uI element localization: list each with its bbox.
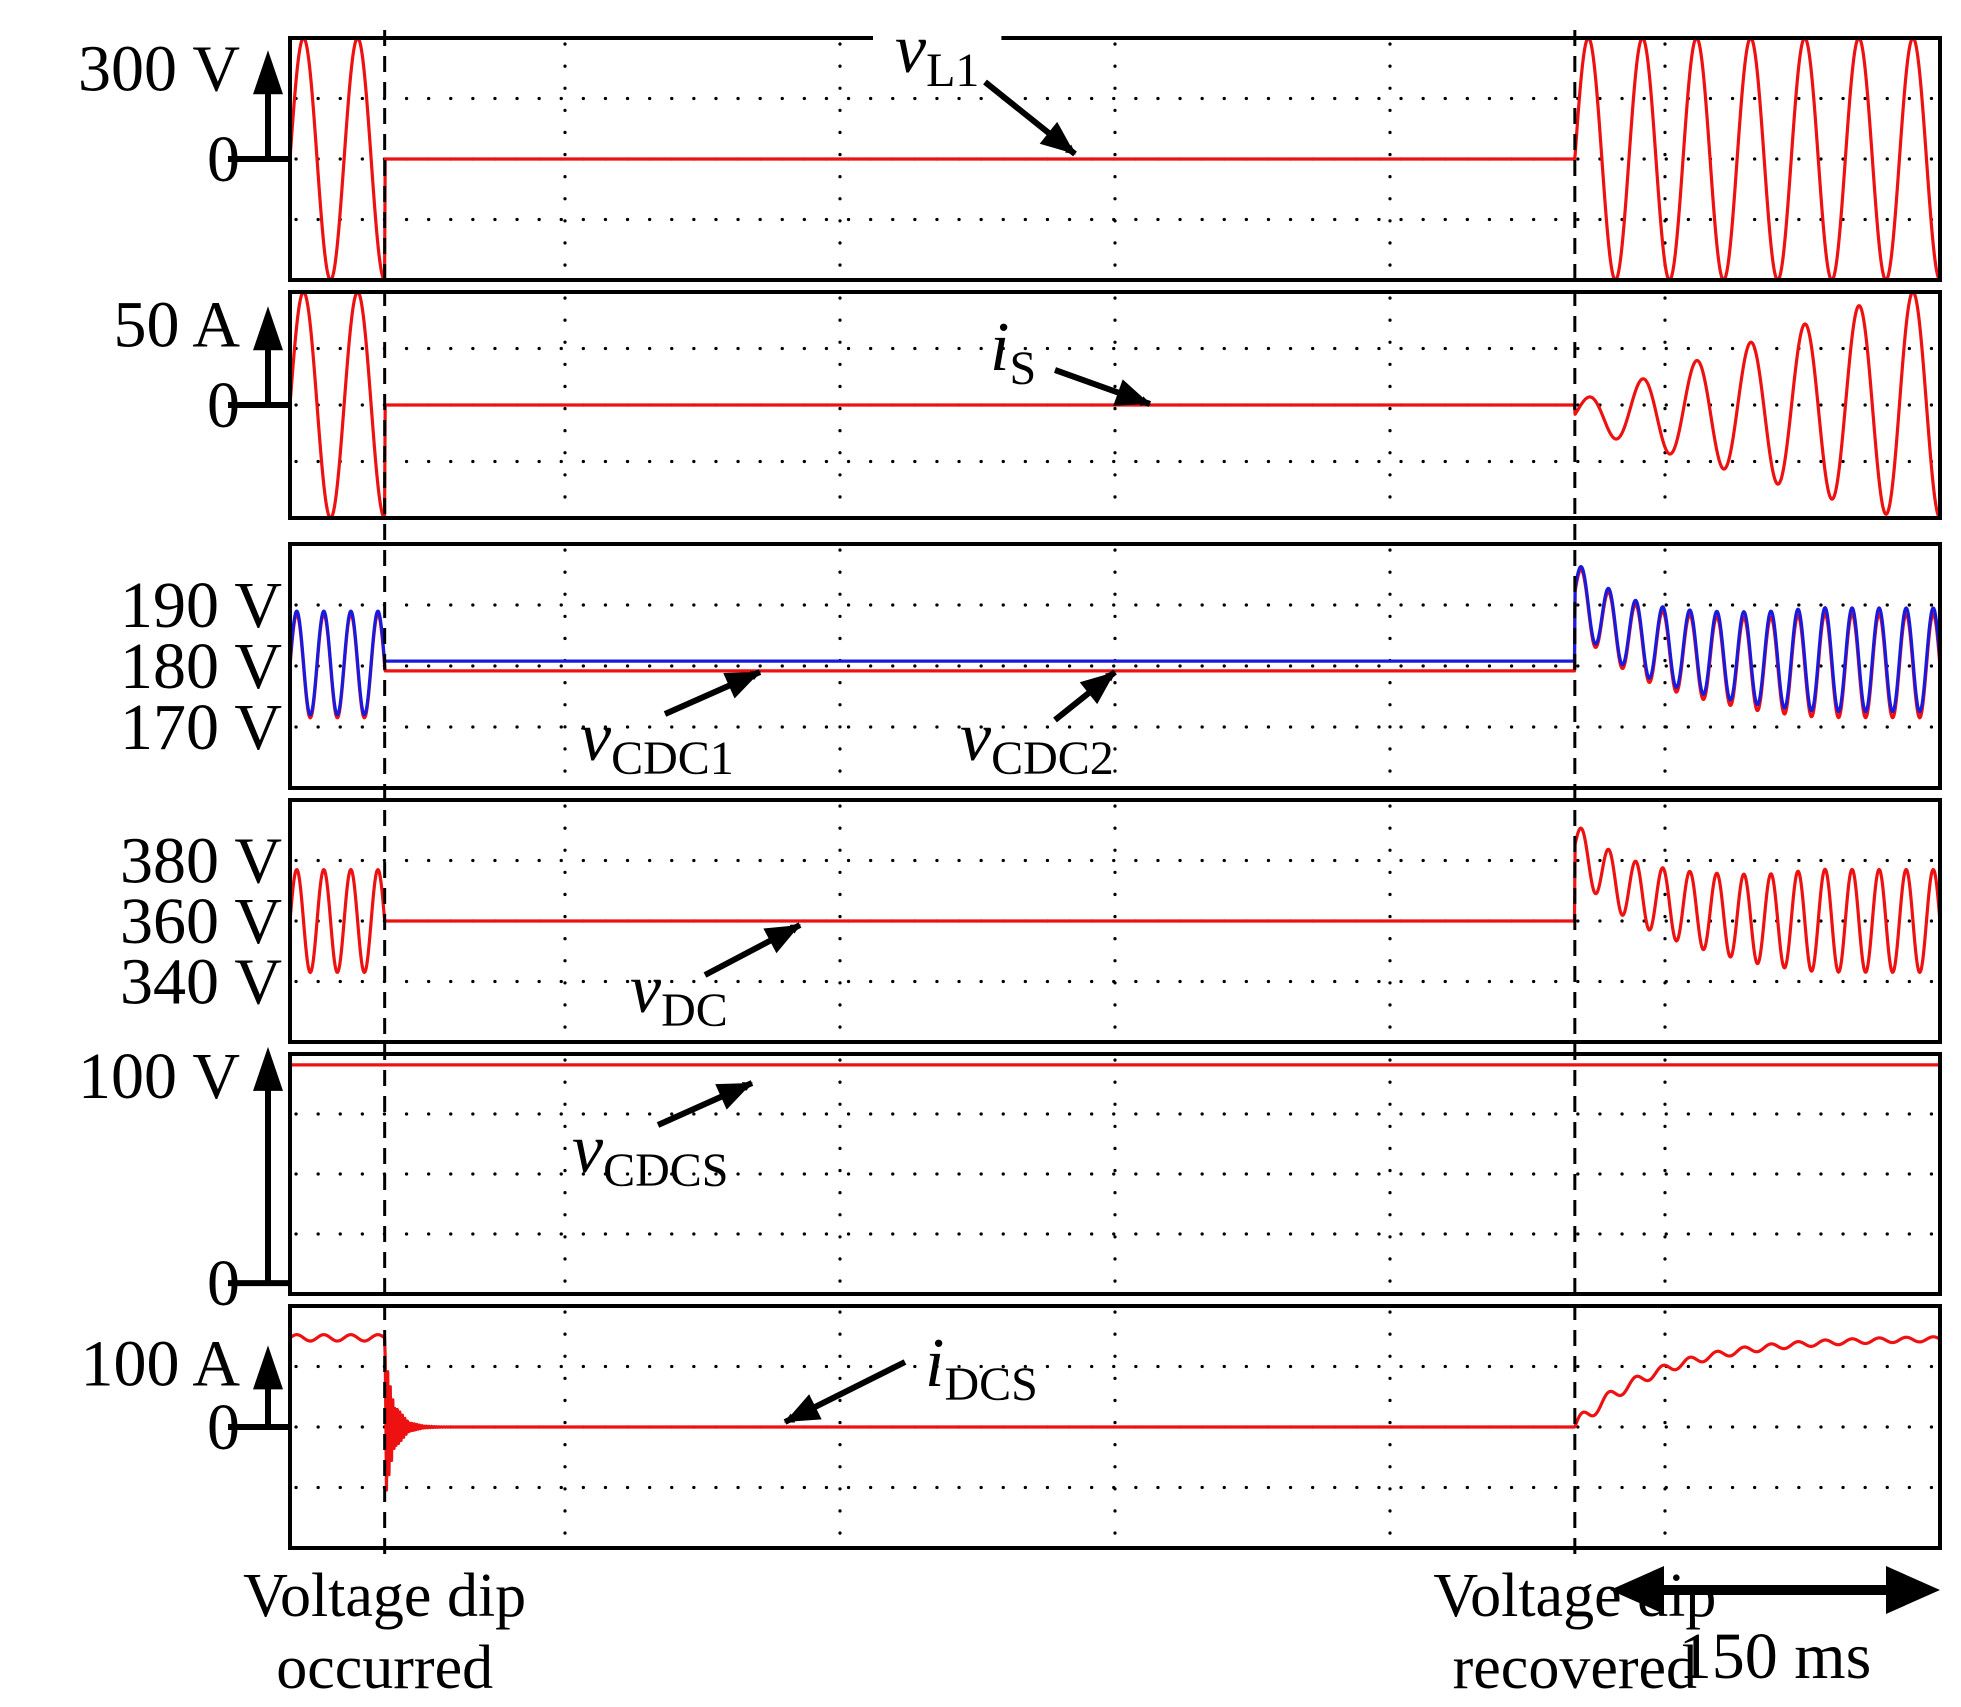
panel-iDCS: 100 A0 <box>80 1304 1942 1550</box>
trace-iDCS <box>289 1333 1941 1492</box>
signal-subscript: CDC2 <box>991 732 1114 785</box>
signal-label-text: iDCS <box>925 1325 1038 1411</box>
signal-label-text: iS <box>990 309 1036 395</box>
signal-label-vCDC1: vCDC1 <box>580 699 734 785</box>
time-scale: 150 ms <box>1610 1566 1940 1693</box>
signal-label-text: vCDCS <box>572 1111 728 1197</box>
signal-subscript: CDCS <box>603 1144 728 1197</box>
time-scale-right-arrow <box>1886 1566 1940 1614</box>
signal-label-vDC: vDC <box>630 951 728 1037</box>
event-caption-line2: recovered <box>1453 1634 1697 1702</box>
arrow-vCDC2-head <box>1079 672 1115 705</box>
event-caption-line1: Voltage dip <box>1433 1562 1716 1630</box>
arrow-vL1-head <box>1039 121 1075 154</box>
tick-label: 360 V <box>120 885 282 958</box>
signal-main: v <box>580 699 612 776</box>
y-axis-arrowhead <box>253 306 283 351</box>
trace-vCDC2 <box>288 564 1942 717</box>
tick-label: 0 <box>207 1247 240 1320</box>
tick-label: 100 A <box>80 1327 240 1400</box>
arrow-vCDCS-head <box>715 1083 752 1110</box>
tick-label: 340 V <box>120 946 282 1019</box>
tick-label: 170 V <box>120 691 282 764</box>
panel-frame <box>288 542 1942 790</box>
tick-label: 0 <box>207 1391 240 1464</box>
signal-label-iDCS: iDCS <box>925 1325 1038 1411</box>
y-axis-arrowhead <box>253 1345 283 1390</box>
signal-subscript: DCS <box>944 1358 1037 1411</box>
y-axis-arrowhead <box>253 1046 283 1091</box>
arrow-iDCS-head <box>785 1394 822 1422</box>
trace-vCDC1 <box>288 568 1942 720</box>
tick-label: 0 <box>207 369 240 442</box>
signal-main: v <box>572 1111 604 1188</box>
signal-label-vL1: vL1 <box>873 7 1002 97</box>
tick-label: 180 V <box>120 630 282 703</box>
signal-label-iS: iS <box>990 309 1036 395</box>
signal-main: i <box>990 309 1009 386</box>
panel-iS: 50 A 0 <box>113 288 1942 520</box>
signal-label-text: vCDC1 <box>580 699 734 785</box>
signal-main: v <box>630 951 662 1028</box>
y-axis-arrowhead <box>253 50 283 95</box>
signal-subscript: L1 <box>926 44 979 97</box>
signal-label-text: vDC <box>630 951 728 1037</box>
panel-vCDCS: 100 V 0 <box>78 1040 1942 1320</box>
panel-grid <box>294 1058 1936 1290</box>
signal-label-text: vCDC2 <box>960 699 1114 785</box>
signal-subscript: S <box>1009 342 1036 395</box>
arrow-vDC-head <box>763 925 800 954</box>
event-caption-line1: Voltage dip <box>243 1562 526 1630</box>
panel-vL1: 300 V 0 <box>78 32 1942 282</box>
tick-label: 100 V <box>78 1040 240 1113</box>
time-scale-label: 150 ms <box>1679 1620 1872 1693</box>
panel-grid <box>294 548 1936 784</box>
panel-frame <box>288 798 1942 1044</box>
trace-vL1 <box>288 36 1941 282</box>
tick-label: 0 <box>207 123 240 196</box>
tick-label: 50 A <box>113 288 240 361</box>
signal-label-vCDC2: vCDC2 <box>960 699 1114 785</box>
signal-subscript: CDC1 <box>611 732 734 785</box>
event-caption-line2: occurred <box>276 1634 493 1702</box>
arrow-vCDC1-head <box>723 672 760 699</box>
signal-label-text: vL1 <box>895 11 979 97</box>
trace-vDC <box>288 826 1942 975</box>
signal-main: v <box>895 11 927 88</box>
signal-main: v <box>960 699 992 776</box>
tick-label: 190 V <box>120 569 282 642</box>
tick-label: 380 V <box>120 825 282 898</box>
panel-frame <box>288 1052 1942 1296</box>
signal-main: i <box>925 1325 944 1402</box>
tick-label: 300 V <box>78 32 240 105</box>
label-backdrop <box>873 7 1002 97</box>
time-scale-left-arrow <box>1610 1566 1664 1614</box>
signal-label-vCDCS: vCDCS <box>572 1111 728 1197</box>
signal-subscript: DC <box>661 984 728 1037</box>
arrow-iS-head <box>1113 379 1150 406</box>
